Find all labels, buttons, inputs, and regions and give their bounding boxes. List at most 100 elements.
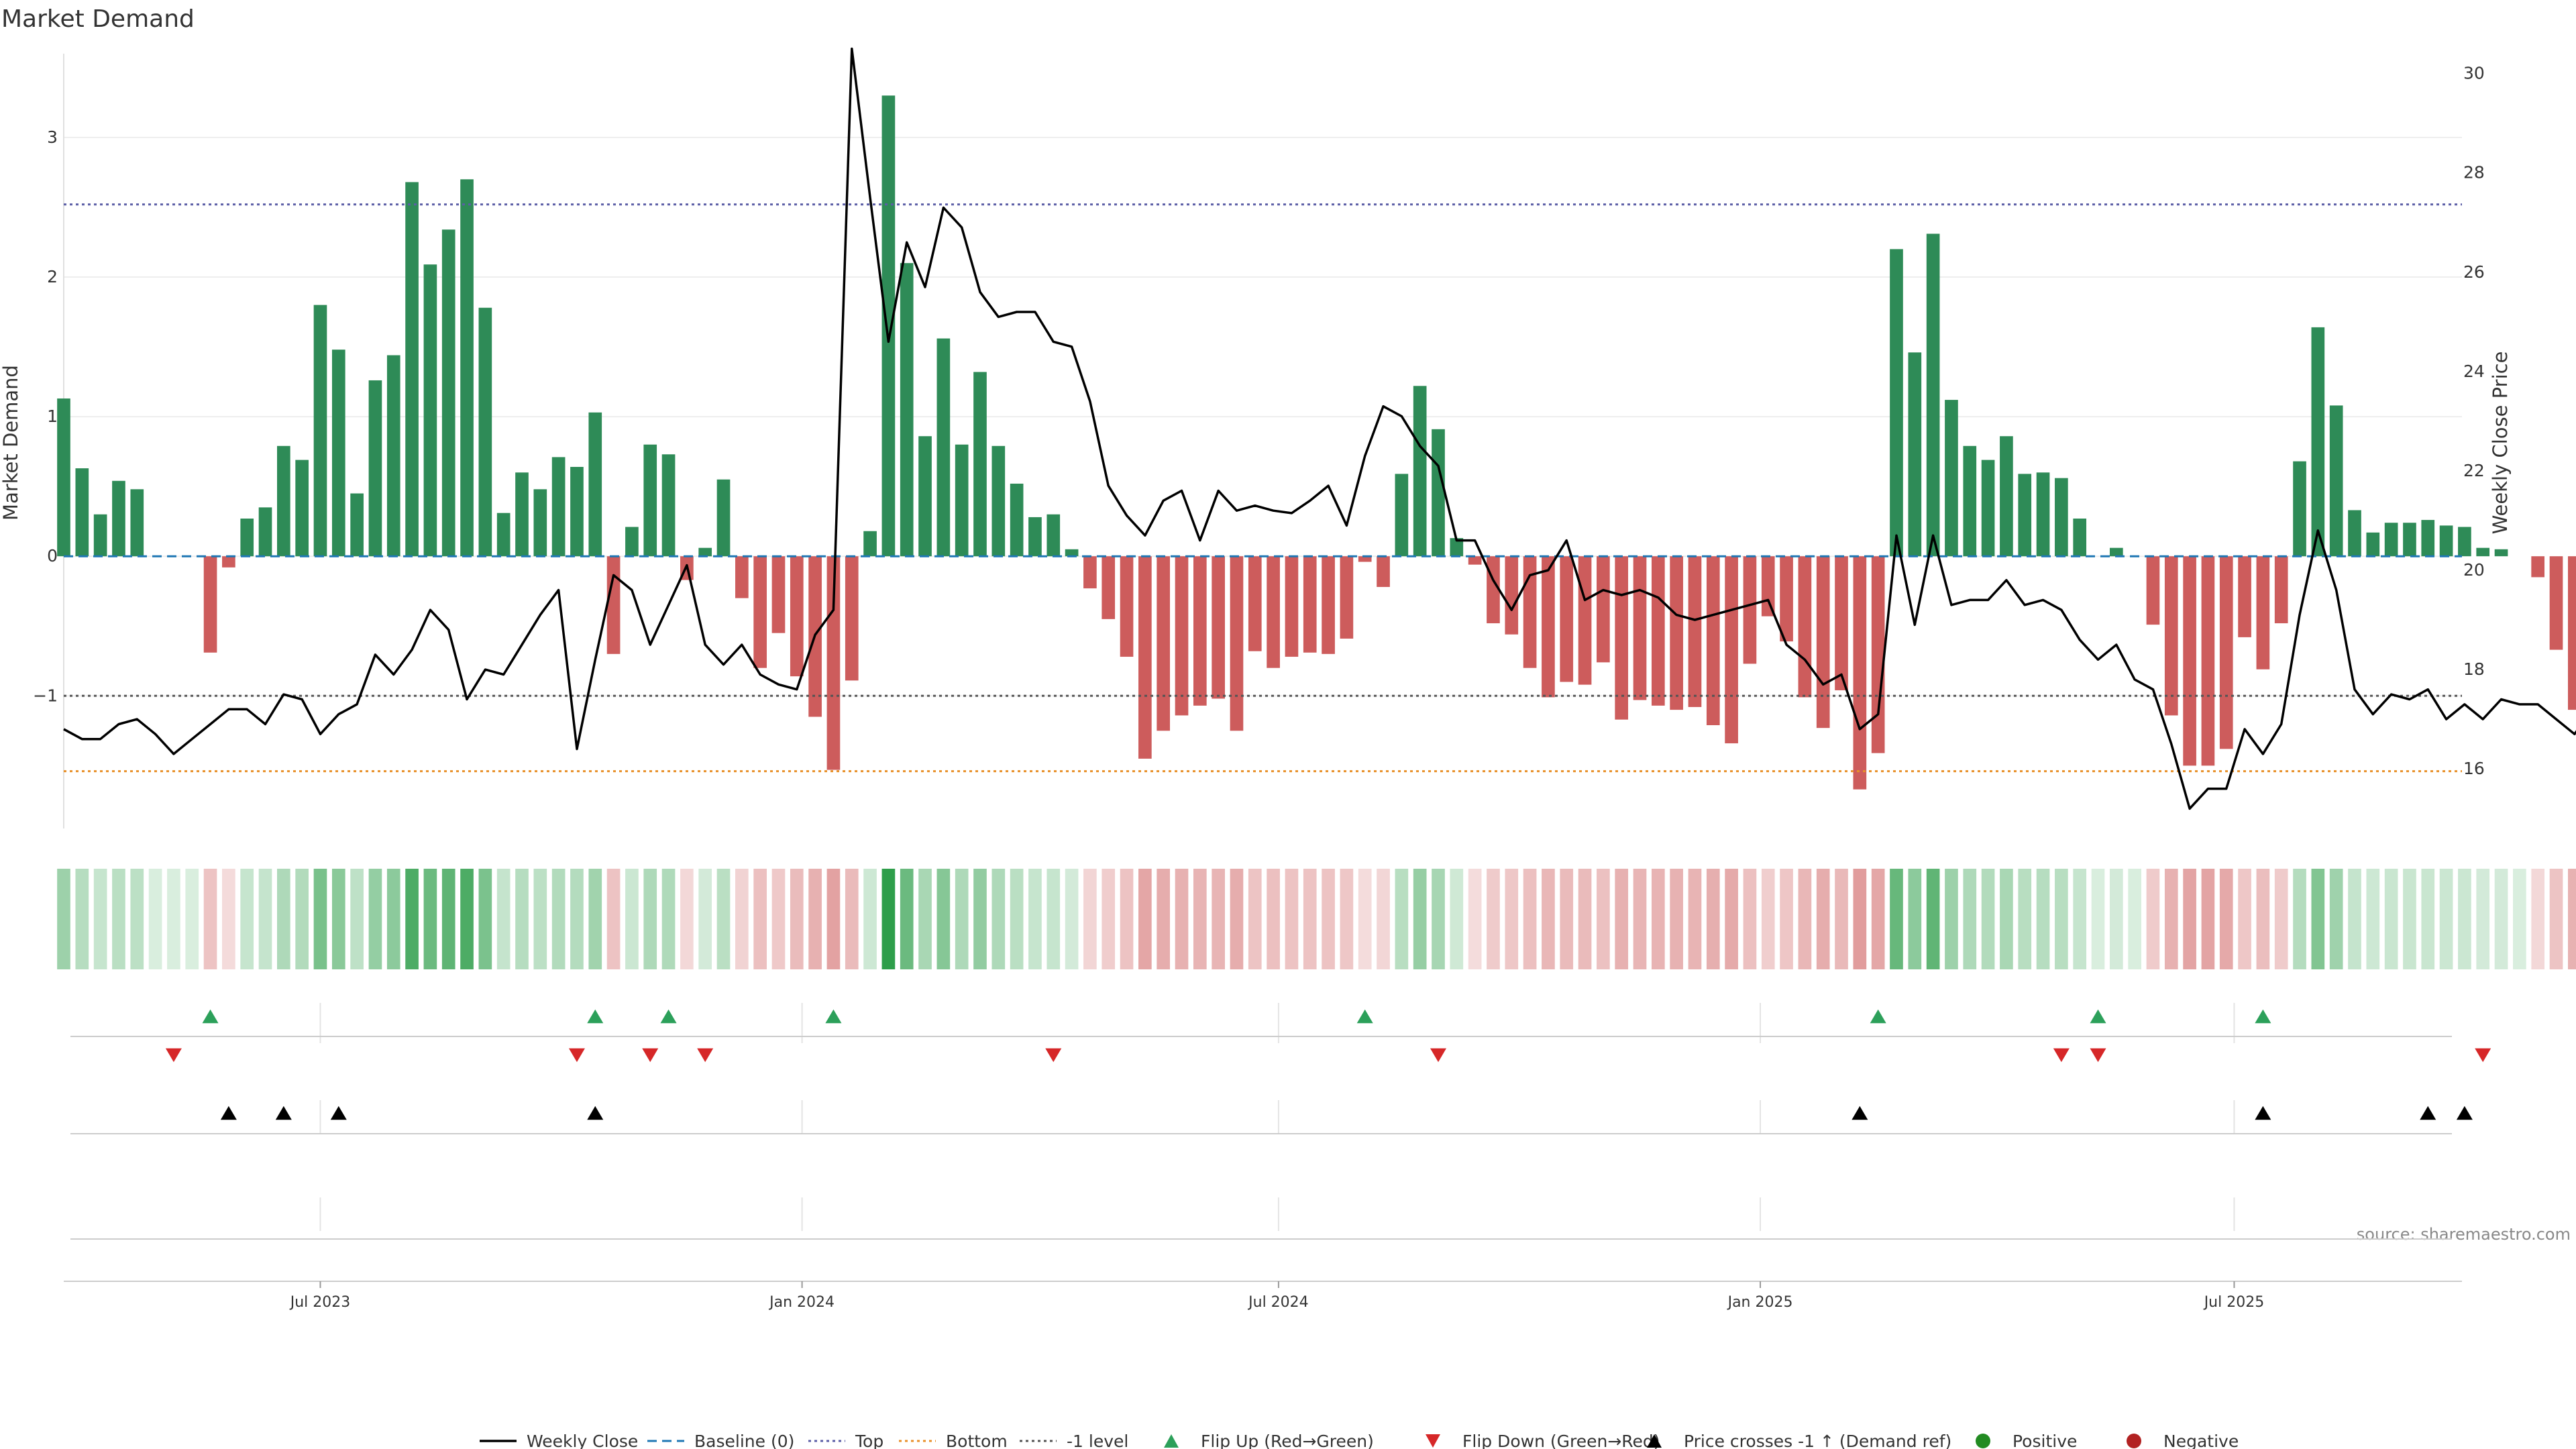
flip-down-marker [642, 1048, 659, 1063]
y2-tick-label: 16 [2463, 759, 2485, 778]
legend-flip-up-symbol [1164, 1434, 1179, 1448]
demand-bar [277, 445, 290, 557]
demand-bar [2238, 556, 2251, 637]
demand-bar [753, 556, 767, 668]
heat-cell [1890, 869, 1903, 969]
demand-bar [1743, 556, 1757, 664]
x-tick-label: Jan 2025 [1727, 1294, 1793, 1311]
flip-down-marker [2475, 1048, 2491, 1063]
demand-bar [1651, 556, 1665, 706]
flip-up-marker [587, 1009, 604, 1024]
demand-bar [1780, 556, 1793, 642]
demand-bar [1542, 556, 1555, 698]
demand-bar [881, 95, 896, 557]
heat-cell [1688, 869, 1702, 969]
demand-bar [112, 480, 125, 557]
demand-bar [1413, 386, 1427, 557]
demand-bar [478, 307, 492, 557]
y2-tick-label: 18 [2463, 659, 2485, 679]
demand-bar [863, 531, 877, 557]
x-tick-label: Jul 2025 [2203, 1294, 2265, 1311]
heat-cell [93, 869, 107, 969]
heat-cell [1175, 869, 1189, 969]
demand-bar [1670, 556, 1683, 710]
legend-flip-down-symbol [1426, 1434, 1440, 1448]
demand-bars [57, 95, 2576, 790]
legend-label: Flip Down (Green→Red) [1462, 1432, 1660, 1449]
demand-bar [1578, 556, 1592, 685]
heat-cell [808, 869, 822, 969]
demand-bar [496, 513, 511, 557]
heat-cell [478, 869, 492, 969]
heat-cell [680, 869, 694, 969]
heat-cell [1395, 869, 1409, 969]
heat-cell [1761, 869, 1775, 969]
demand-bar [2109, 547, 2123, 557]
heat-cell [2348, 869, 2361, 969]
heat-cell [1303, 869, 1317, 969]
y-axis-label: Market Demand [0, 365, 22, 521]
legend-symbol [1976, 1434, 1990, 1448]
demand-bar [313, 305, 327, 557]
heat-cell [625, 869, 639, 969]
legend-positive-symbol [1976, 1434, 1990, 1448]
heat-cell [863, 869, 877, 969]
heat-cell [277, 869, 290, 969]
legend-label: Negative [2163, 1432, 2239, 1449]
heat-cell [2384, 869, 2398, 969]
demand-bar [93, 514, 107, 557]
heat-cell [2238, 869, 2251, 969]
heat-cell [1633, 869, 1647, 969]
heat-cell [331, 869, 345, 969]
price-cross-marker [2420, 1106, 2436, 1120]
demand-bar [1267, 556, 1280, 668]
demand-bar [1633, 556, 1647, 700]
heat-cell [1706, 869, 1720, 969]
heat-cell [1193, 869, 1207, 969]
demand-bar [350, 493, 364, 557]
heat-cell [2146, 869, 2160, 969]
heat-cell [2329, 869, 2343, 969]
heat-cell [991, 869, 1006, 969]
legend-label: Positive [2012, 1432, 2077, 1449]
demand-bar [2476, 547, 2490, 557]
demand-bar [2549, 556, 2563, 650]
demand-bar [606, 556, 621, 654]
weekly-close-line [63, 47, 2576, 810]
demand-bar [75, 468, 89, 557]
heat-cell [2128, 869, 2141, 969]
demand-bar [405, 182, 419, 557]
heat-cell [386, 869, 400, 969]
heat-cell [698, 869, 712, 969]
demand-bar [1926, 233, 1940, 557]
heat-cell [716, 869, 731, 969]
demand-bar [1890, 249, 1903, 557]
demand-bar [1010, 483, 1024, 557]
heat-cell [222, 869, 235, 969]
legend-label: Flip Up (Red→Green) [1201, 1432, 1374, 1449]
demand-bar [1322, 556, 1335, 654]
heat-cell [2036, 869, 2050, 969]
heat-cell [918, 869, 932, 969]
demand-bar [2531, 556, 2545, 578]
heat-cell [900, 869, 914, 969]
heat-cell [405, 869, 419, 969]
demand-bar [57, 398, 70, 557]
price-cross-marker [1851, 1106, 1868, 1120]
heat-cell [2018, 869, 2032, 969]
heat-cell [1083, 869, 1097, 969]
heat-cell [1413, 869, 1427, 969]
flip-up-marker [2090, 1009, 2106, 1024]
demand-bar [2018, 474, 2032, 557]
heat-cell [1963, 869, 1977, 969]
demand-bar [1816, 556, 1830, 729]
legend-symbol [2127, 1434, 2141, 1448]
heat-cell [1798, 869, 1812, 969]
demand-bar [1706, 556, 1720, 725]
y-tick-label: 3 [47, 127, 58, 147]
heat-cell [661, 869, 676, 969]
price-cross-marker [220, 1106, 237, 1120]
demand-bar [2348, 510, 2361, 557]
demand-bar [331, 350, 345, 557]
heat-cell [2531, 869, 2545, 969]
